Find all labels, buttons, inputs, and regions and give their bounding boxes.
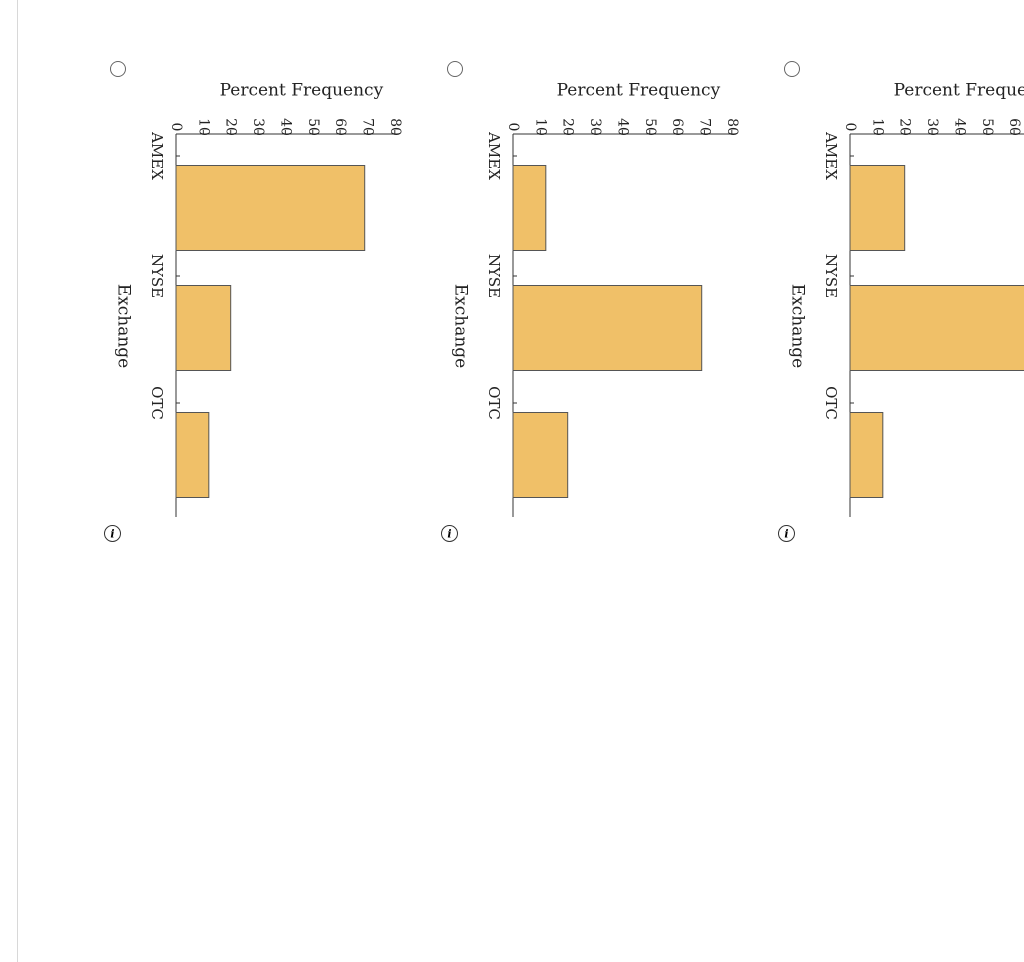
page-left-border — [17, 0, 18, 962]
value-tick-label: 30 — [587, 118, 603, 136]
radio-button-choice-3[interactable] — [784, 61, 800, 77]
value-tick-label: 50 — [979, 118, 995, 136]
value-axis-title: Percent Frequency — [220, 81, 384, 101]
svg-text:i: i — [447, 528, 451, 541]
value-tick-label: 10 — [869, 118, 885, 136]
svg-text:i: i — [784, 528, 788, 541]
value-tick-label: 50 — [642, 118, 658, 136]
category-label: OTC — [148, 386, 166, 420]
svg-text:i: i — [110, 528, 114, 541]
bar-otc — [512, 412, 569, 498]
bar-amex — [175, 165, 366, 251]
category-label: NYSE — [822, 254, 840, 298]
answer-choice-2[interactable]: 0 10 20 30 40 50 60 70 80 Percent Frequency AMEX NY… — [441, 0, 787, 600]
value-tick-label: 80 — [387, 118, 403, 136]
value-tick-label: 0 — [505, 123, 521, 132]
value-tick-label: 60 — [332, 118, 348, 136]
value-axis-title: Percent Frequency — [894, 81, 1024, 101]
radio-button-choice-2[interactable] — [447, 61, 463, 77]
value-axis-title: Percent Frequency — [557, 81, 721, 101]
value-tick-label: 0 — [168, 123, 184, 132]
value-tick-label: 40 — [614, 118, 630, 136]
value-tick-label: 20 — [223, 118, 239, 136]
bar-otc — [175, 412, 210, 498]
value-tick-label: 60 — [669, 118, 685, 136]
info-icon[interactable]: i — [441, 525, 458, 542]
category-label: AMEX — [148, 131, 166, 180]
info-icon[interactable]: i — [104, 525, 121, 542]
info-icon[interactable]: i — [778, 525, 795, 542]
value-tick-label: 50 — [305, 118, 321, 136]
category-label: AMEX — [485, 131, 503, 180]
category-axis-title: Exchange — [114, 284, 134, 369]
value-tick-label: 20 — [897, 118, 913, 136]
bar-amex — [849, 165, 906, 251]
value-tick-label: 80 — [724, 118, 740, 136]
value-tick-label: 20 — [560, 118, 576, 136]
bar-amex — [512, 165, 547, 251]
value-tick-label: 40 — [277, 118, 293, 136]
bar-nyse — [512, 285, 703, 371]
answer-choice-1[interactable]: 0 10 20 30 40 50 60 70 80 Percent Frequency AMEX NY… — [104, 0, 450, 600]
category-label: OTC — [822, 386, 840, 420]
value-tick-label: 30 — [924, 118, 940, 136]
category-label: OTC — [485, 386, 503, 420]
bar-otc — [849, 412, 884, 498]
value-tick-label: 70 — [359, 118, 375, 136]
category-label: NYSE — [485, 254, 503, 298]
value-tick-label: 0 — [842, 123, 858, 132]
radio-button-choice-1[interactable] — [110, 61, 126, 77]
category-axis-title: Exchange — [788, 284, 808, 369]
value-tick-label: 10 — [532, 118, 548, 136]
category-axis-title: Exchange — [451, 284, 471, 369]
value-tick-label: 40 — [951, 118, 967, 136]
value-tick-label: 60 — [1006, 118, 1022, 136]
value-tick-label: 10 — [195, 118, 211, 136]
category-label: AMEX — [822, 131, 840, 180]
value-tick-label: 70 — [696, 118, 712, 136]
category-label: NYSE — [148, 254, 166, 298]
bar-nyse — [849, 285, 1024, 371]
bar-nyse — [175, 285, 232, 371]
value-tick-label: 30 — [250, 118, 266, 136]
